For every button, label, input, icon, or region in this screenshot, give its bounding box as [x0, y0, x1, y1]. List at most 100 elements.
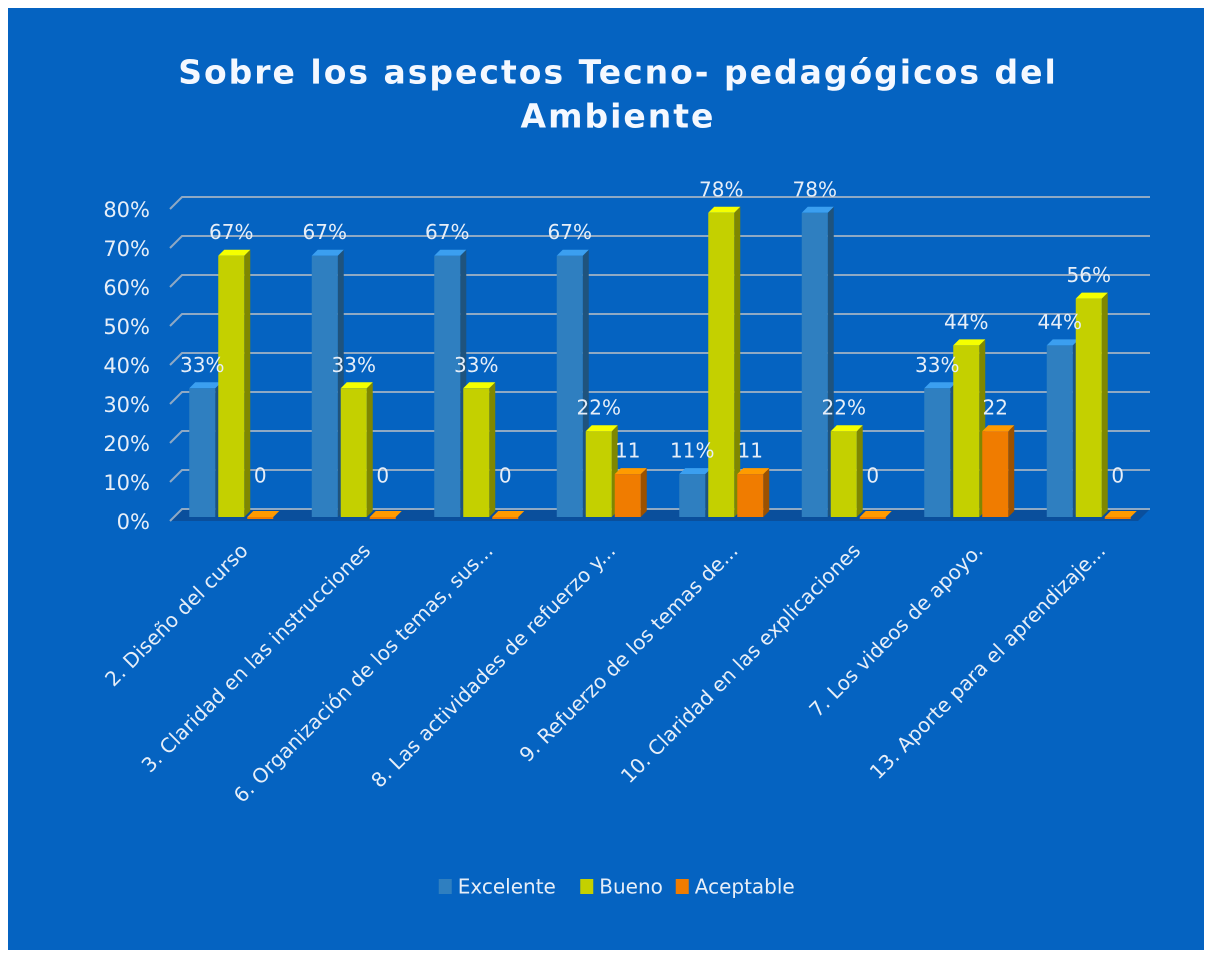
bar-top	[830, 425, 863, 432]
bar	[614, 474, 641, 517]
value-label: 0	[254, 464, 267, 488]
bar-top	[953, 339, 986, 346]
value-label: 22%	[822, 396, 866, 420]
legend-swatch	[580, 879, 594, 894]
value-label: 44%	[1038, 310, 1082, 334]
bar	[1104, 517, 1131, 519]
chart-title: Ambiente	[521, 97, 716, 136]
value-label: 0	[376, 464, 389, 488]
chart-title: Sobre los aspectos Tecno- pedagógicos de…	[178, 53, 1058, 92]
bar-top	[340, 382, 373, 389]
value-label: 22%	[577, 396, 621, 420]
bar-side	[1008, 425, 1015, 517]
value-label: 33%	[454, 353, 498, 377]
legend-swatch	[438, 879, 452, 894]
bar-top	[679, 468, 712, 475]
bar-side	[366, 382, 373, 517]
bar-top	[1046, 339, 1079, 346]
bar	[369, 517, 396, 519]
bar	[1046, 345, 1073, 517]
floor	[170, 509, 1150, 521]
bar	[737, 474, 764, 517]
bar-top	[189, 382, 222, 389]
bar	[492, 517, 519, 519]
y-tick-label: 0%	[117, 510, 150, 534]
bar-top	[369, 511, 402, 517]
bar-top	[737, 468, 770, 475]
value-label: 33%	[332, 353, 376, 377]
bar	[924, 388, 951, 517]
y-tick-label: 80%	[103, 198, 150, 222]
legend-label: Excelente	[458, 875, 556, 899]
value-label: 11	[615, 439, 640, 463]
value-label: 67%	[209, 220, 253, 244]
y-tick-label: 70%	[103, 237, 150, 261]
bar-top	[218, 249, 251, 256]
value-label: 44%	[944, 310, 988, 334]
y-tick-label: 60%	[103, 276, 150, 300]
y-tick-label: 50%	[103, 315, 150, 339]
bar-top	[982, 425, 1015, 432]
value-label: 0	[499, 464, 512, 488]
bar	[247, 517, 274, 519]
y-tick-label: 30%	[103, 393, 150, 417]
bar-side	[856, 425, 863, 517]
bar-top	[434, 249, 467, 256]
bar-top	[463, 382, 496, 389]
value-label: 78%	[699, 177, 743, 201]
y-tick-label: 20%	[103, 432, 150, 456]
bar-side	[640, 468, 647, 517]
value-label: 11%	[670, 439, 714, 463]
value-label: 78%	[793, 177, 837, 201]
bar	[585, 431, 612, 517]
legend-label: Aceptable	[695, 875, 795, 899]
bar	[679, 474, 706, 517]
bar	[463, 388, 490, 517]
bar-top	[585, 425, 618, 432]
y-tick-label: 40%	[103, 354, 150, 378]
value-label: 67%	[303, 220, 347, 244]
bar-top	[859, 511, 892, 517]
bar-top	[708, 206, 741, 213]
bar-side	[489, 382, 496, 517]
value-label: 67%	[548, 220, 592, 244]
legend-swatch	[675, 879, 689, 894]
value-label: 33%	[915, 353, 959, 377]
value-label: 67%	[425, 220, 469, 244]
bar	[556, 255, 583, 517]
legend-label: Bueno	[599, 875, 663, 899]
grid-line	[169, 196, 1150, 210]
bar-top	[1075, 292, 1108, 299]
bar-top	[492, 511, 525, 517]
bar-side	[1101, 292, 1108, 517]
y-tick-label: 10%	[103, 471, 150, 495]
bar	[953, 345, 980, 517]
bar-side	[763, 468, 770, 517]
value-label: 11	[738, 439, 763, 463]
bar	[434, 255, 461, 517]
bar	[189, 388, 216, 517]
bar	[801, 212, 828, 518]
bar	[830, 431, 857, 517]
bar-side	[244, 249, 251, 517]
value-label: 56%	[1067, 263, 1111, 287]
bar	[708, 212, 735, 518]
bar	[859, 517, 886, 519]
value-label: 0	[1111, 464, 1124, 488]
bar-top	[801, 206, 834, 213]
value-label: 33%	[180, 353, 224, 377]
value-label: 22	[983, 396, 1008, 420]
bar	[311, 255, 338, 517]
bar	[218, 255, 245, 517]
bar	[340, 388, 367, 517]
bar-top	[924, 382, 957, 389]
bar	[982, 431, 1009, 517]
bar-top	[614, 468, 647, 475]
bar-top	[247, 511, 280, 517]
bar-side	[734, 206, 741, 518]
bar-top	[1104, 511, 1137, 517]
bar-top	[311, 249, 344, 256]
bar-top	[556, 249, 589, 256]
value-label: 0	[866, 464, 879, 488]
